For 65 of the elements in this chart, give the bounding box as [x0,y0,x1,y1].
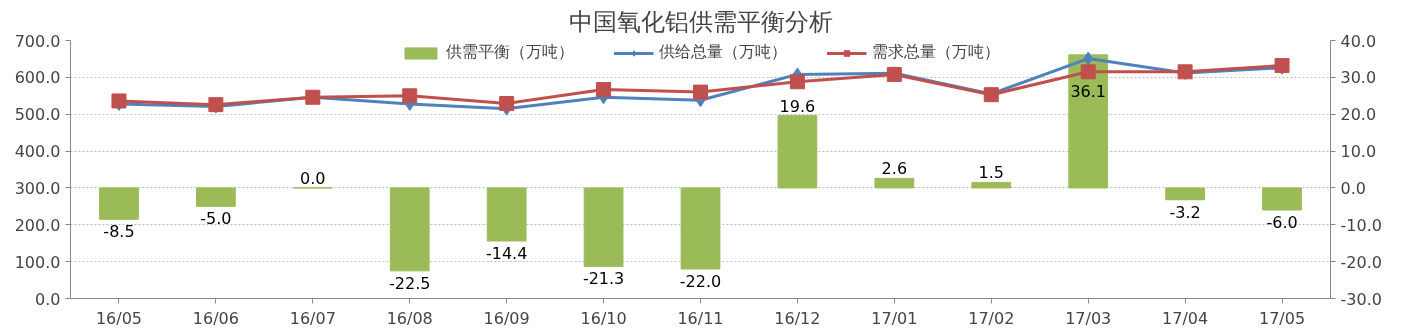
legend-label: 供需平衡（万吨） [445,42,574,63]
legend-label: 供给总量（万吨） [658,42,787,63]
x-tick-label: 16/08 [386,308,433,328]
data-label: -21.3 [582,269,625,289]
point [693,84,708,100]
data-label: 19.6 [779,96,816,116]
legend-label: 需求总量（万吨） [871,42,1000,63]
y-tick-label: 100.0 [14,252,61,272]
bar [1165,187,1205,201]
x-tick-label: 17/01 [871,308,918,328]
bar [196,187,236,207]
bar [99,187,139,220]
data-label: -22.5 [389,273,431,293]
bar [874,177,915,189]
x-tick-label: 16/09 [483,308,530,328]
point [499,96,515,112]
bar [680,187,721,270]
point [596,82,612,98]
data-label: -8.5 [103,222,135,242]
bar [1068,54,1109,189]
y2-tick-label: 0.0 [1340,178,1366,198]
y2-tick-label: -20.0 [1340,252,1382,272]
x-tick-label: 16/06 [192,308,239,328]
bar [777,115,818,189]
y2-tick-label: 10.0 [1340,142,1377,162]
bar [389,187,430,272]
chart-title: 中国氧化铝供需平衡分析 [568,7,833,36]
x-tick-label: 16/11 [677,308,724,328]
data-label: 2.6 [881,159,908,179]
point [1080,64,1096,80]
y-tick-label: 400.0 [14,142,61,162]
x-tick-label: 17/04 [1162,308,1209,328]
y-tick-label: 700.0 [14,31,61,51]
bar [583,187,624,267]
bar [1262,187,1302,211]
x-tick-label: 16/07 [289,308,336,328]
data-label: 1.5 [978,163,1004,183]
data-label: -6.0 [1266,213,1298,233]
y-tick-label: 500.0 [14,105,61,125]
y-tick-label: 200.0 [14,215,61,235]
bar [486,187,527,242]
point [789,74,805,90]
data-label: 0.0 [300,168,326,188]
x-tick-label: 17/02 [968,308,1015,328]
y2-tick-label: -30.0 [1340,289,1382,309]
data-label: -22.0 [679,272,722,292]
y2-tick-label: 40.0 [1340,31,1377,51]
bar [971,181,1012,189]
data-label: -3.2 [1169,202,1201,222]
y-tick-label: 0.0 [35,289,61,309]
data-label: -14.4 [485,244,528,263]
y2-tick-label: 30.0 [1340,68,1377,88]
y-tick-label: 300.0 [14,178,61,198]
x-tick-label: 16/05 [95,308,143,328]
x-tick-label: 17/05 [1258,308,1306,328]
x-tick-label: 17/03 [1065,308,1112,328]
point [1083,51,1094,66]
point [402,88,418,104]
x-tick-label: 16/12 [774,308,821,328]
data-label: 36.1 [1070,81,1106,101]
y2-tick-label: 20.0 [1340,105,1377,125]
x-tick-label: 16/10 [580,308,627,328]
y-tick-label: 600.0 [14,68,61,88]
data-label: -5.0 [200,209,232,229]
y2-tick-label: -10.0 [1340,215,1382,235]
